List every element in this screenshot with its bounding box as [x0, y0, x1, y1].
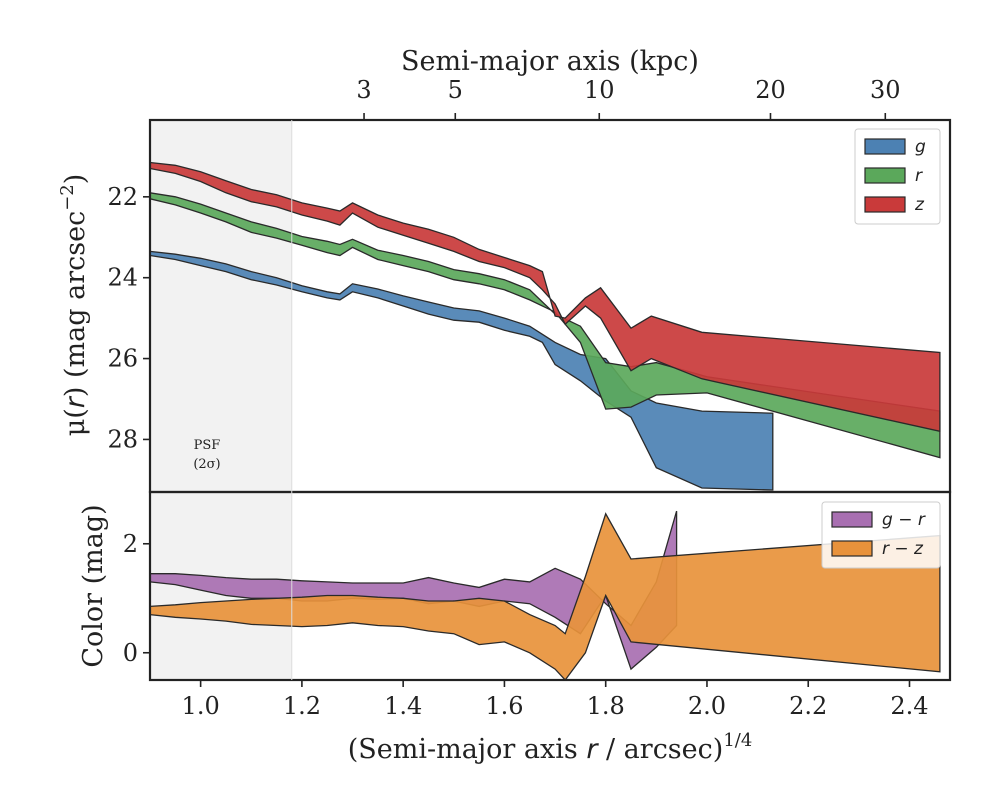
color-legend-swatch [831, 511, 873, 528]
x-tick-label: 1.8 [587, 692, 625, 720]
psf-annotation-line1: PSF [194, 438, 221, 453]
color-y-tick-label: 2 [123, 530, 138, 558]
x-tick-label: 1.6 [485, 692, 523, 720]
color-legend-label: r − z [882, 539, 924, 559]
top-axis-tick-label: 5 [448, 76, 463, 104]
band-g [150, 250, 774, 491]
top-axis-title: Semi-major axis (kpc) [401, 46, 699, 77]
surface-brightness-legend-label: r [915, 166, 923, 186]
surface-brightness-legend-swatch [864, 196, 906, 213]
y-tick-label: 24 [107, 264, 138, 292]
surface-brightness-legend-swatch [864, 167, 906, 184]
y-tick-label: 26 [107, 345, 138, 373]
band-r-minus-z [150, 512, 941, 680]
band-z [150, 161, 941, 433]
x-tick-label: 1.2 [283, 692, 321, 720]
y-tick-label: 22 [107, 183, 138, 211]
surface-brightness-legend-swatch [864, 138, 906, 155]
surface-brightness-legend: grz [854, 128, 941, 225]
top-axis-tick-label: 3 [356, 76, 371, 104]
x-axis-title: (Semi-major axis r / arcsec)1/4 [348, 730, 753, 765]
psf-shaded-region [150, 120, 292, 492]
psf-annotation-line2: (2σ) [193, 457, 220, 472]
color-legend-label: g − r [882, 510, 926, 530]
y-tick-label: 28 [107, 425, 138, 453]
x-tick-label: 2.2 [789, 692, 827, 720]
top-axis-tick-label: 10 [584, 76, 615, 104]
surface-brightness-legend-label: z [914, 195, 925, 215]
x-tick-label: 1.4 [384, 692, 422, 720]
x-tick-label: 2.0 [688, 692, 726, 720]
x-tick-label: 1.0 [182, 692, 220, 720]
surface-brightness-legend-label: g [915, 137, 926, 157]
color-legend-swatch [831, 540, 873, 557]
x-tick-label: 2.4 [890, 692, 928, 720]
band-r [150, 192, 941, 459]
color-legend: g − r r − z [821, 501, 941, 569]
surface-brightness-bands [150, 161, 941, 491]
color-panel-frame [148, 490, 952, 682]
surface-brightness-y-axis-title: μ(r) (mag arcsec−2) [57, 174, 91, 437]
color-bands [150, 510, 941, 680]
axis-ticks: 1.01.21.41.61.82.02.22.43510203050751002… [107, 76, 928, 720]
color-y-tick-label: 0 [123, 639, 138, 667]
top-axis-tick-label: 30 [870, 76, 901, 104]
color-y-axis-title: Color (mag) [78, 504, 109, 667]
top-axis-tick-label: 20 [755, 76, 786, 104]
